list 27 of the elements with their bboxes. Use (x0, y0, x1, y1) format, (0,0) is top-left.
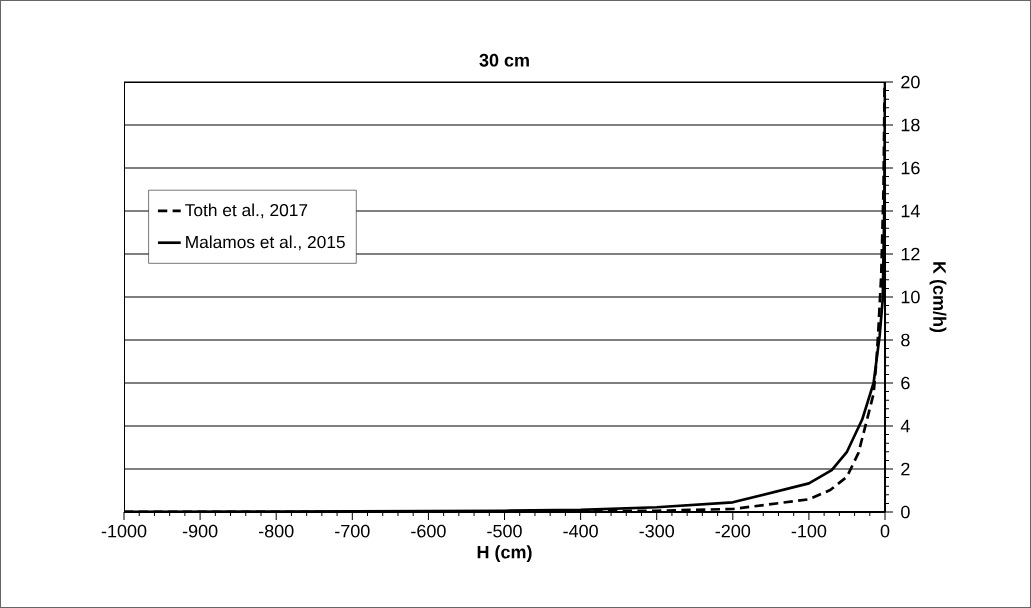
x-axis-title: H (cm) (477, 545, 532, 563)
y-tick-label: 0 (901, 505, 910, 519)
chart-title: 30 cm (479, 53, 529, 67)
y-tick-label: 6 (901, 376, 910, 390)
x-tick-label: -500 (487, 524, 522, 538)
y-tick-label: 8 (901, 333, 910, 347)
x-tick-label: -900 (182, 524, 218, 538)
x-tick-label: -100 (791, 524, 827, 538)
y-tick-label: 16 (901, 161, 920, 175)
y-axis-title: K (cm/h) (929, 262, 947, 333)
x-tick-label: -400 (563, 524, 598, 538)
x-tick-label: 0 (880, 524, 890, 538)
x-tick-label: -600 (411, 524, 446, 538)
y-tick-label: 2 (901, 462, 910, 476)
y-tick-label: 20 (901, 75, 920, 89)
y-tick-label: 12 (901, 247, 920, 261)
x-tick-label: -700 (335, 524, 370, 538)
x-tick-label: -800 (258, 524, 294, 538)
y-tick-label: 18 (901, 118, 920, 132)
y-tick-label: 14 (901, 204, 920, 218)
legend-label: Malamos et al., 2015 (186, 235, 345, 251)
y-tick-label: 4 (900, 419, 910, 433)
x-tick-label: -200 (715, 524, 751, 538)
x-tick-label: -1000 (101, 524, 147, 538)
x-tick-label: -300 (639, 524, 675, 538)
y-tick-label: 10 (901, 290, 920, 304)
legend-label: Toth et al., 2017 (185, 203, 308, 219)
